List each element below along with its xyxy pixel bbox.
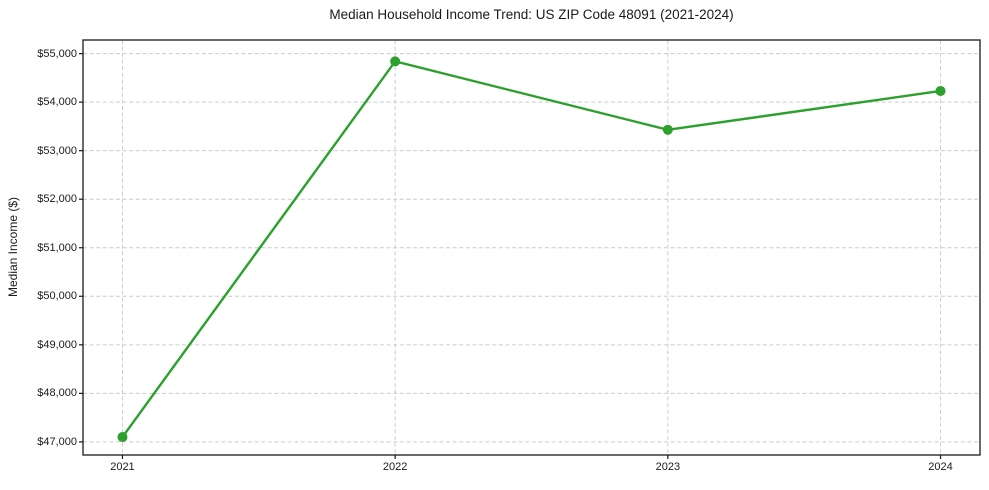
x-tick-label: 2021 xyxy=(110,461,135,473)
y-tick-label: $48,000 xyxy=(37,387,77,400)
data-point-2022 xyxy=(390,56,401,67)
y-tick-label: $47,000 xyxy=(37,435,77,448)
y-tick-label: $49,000 xyxy=(37,338,77,351)
x-tick-label: 2022 xyxy=(382,461,408,473)
y-tick-label: $53,000 xyxy=(37,144,77,157)
x-tick-label: 2023 xyxy=(655,461,681,473)
y-tick-label: $50,000 xyxy=(37,290,77,303)
data-point-2024 xyxy=(935,85,946,96)
y-tick-label: $52,000 xyxy=(37,193,77,206)
y-tick-label: $51,000 xyxy=(37,241,77,254)
x-tick-label: 2024 xyxy=(928,461,953,473)
data-point-2021 xyxy=(117,432,128,443)
y-tick-label: $54,000 xyxy=(37,96,77,109)
y-tick-label: $55,000 xyxy=(37,47,77,60)
data-point-2023 xyxy=(662,124,673,135)
trend-line xyxy=(121,59,942,439)
chart-title: Median Household Income Trend: US ZIP Co… xyxy=(329,7,734,22)
plot-area xyxy=(79,39,981,459)
